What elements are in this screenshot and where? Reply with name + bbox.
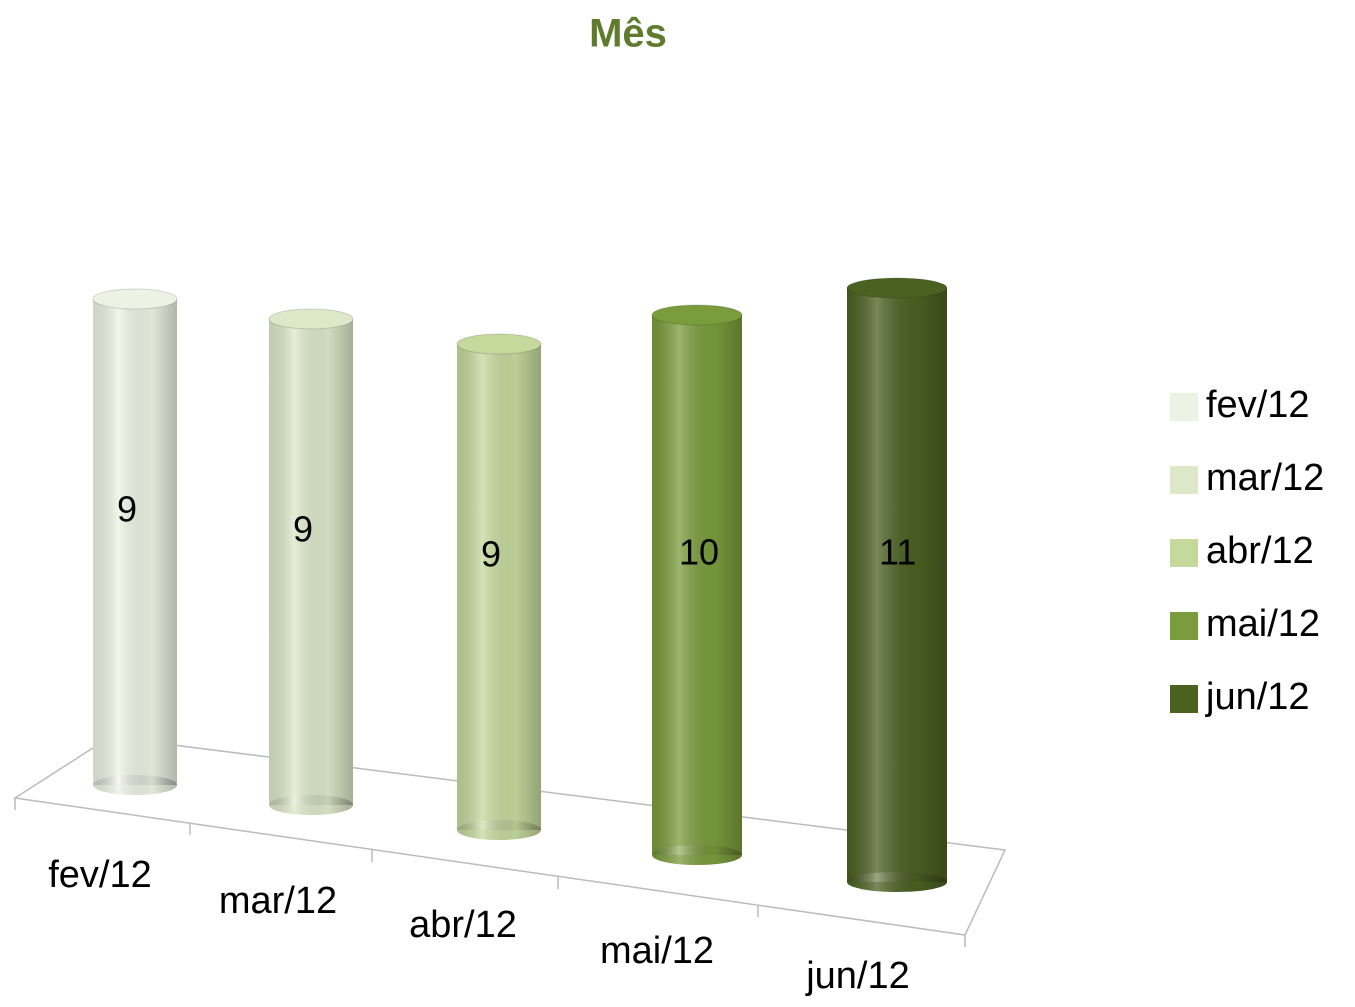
data-label: 10 (679, 532, 719, 573)
cylinder-top (268, 308, 354, 330)
legend-label: fev/12 (1206, 384, 1310, 426)
legend-label: abr/12 (1206, 530, 1314, 572)
bar-shade-bottom (847, 872, 947, 892)
data-label: 11 (879, 532, 916, 573)
legend-swatch (1170, 685, 1198, 713)
legend-label: mar/12 (1206, 457, 1324, 499)
bar-shade (847, 288, 947, 882)
x-tick-label: mar/12 (219, 880, 337, 922)
bar-shade-bottom (652, 845, 742, 865)
legend-label: jun/12 (1205, 676, 1310, 718)
legend-swatch (1170, 393, 1198, 421)
x-tick-label: mai/12 (600, 930, 714, 972)
x-tick-label: abr/12 (409, 904, 517, 946)
cylinder-top (92, 288, 178, 310)
legend-swatch (1170, 539, 1198, 567)
bar-shade (93, 299, 177, 785)
bar-shade (652, 315, 742, 855)
data-label: 9 (481, 534, 501, 575)
floor (12, 736, 1007, 936)
data-label: 9 (117, 489, 137, 530)
cylinder-top (456, 333, 542, 355)
cylinder-top (651, 304, 743, 326)
bar-shade (269, 319, 353, 805)
x-tick-label: jun/12 (805, 955, 910, 997)
legend-swatch (1170, 612, 1198, 640)
bar-shade-bottom (93, 775, 177, 795)
legend-label: mai/12 (1206, 603, 1320, 645)
legend-swatch (1170, 466, 1198, 494)
bar-shade-bottom (269, 795, 353, 815)
cylinder-top (846, 277, 948, 299)
data-label: 9 (293, 509, 313, 550)
x-tick-label: fev/12 (48, 854, 152, 896)
chart-title: Mês (589, 12, 667, 56)
bar-shade-bottom (457, 820, 541, 840)
bar-shade (457, 344, 541, 830)
